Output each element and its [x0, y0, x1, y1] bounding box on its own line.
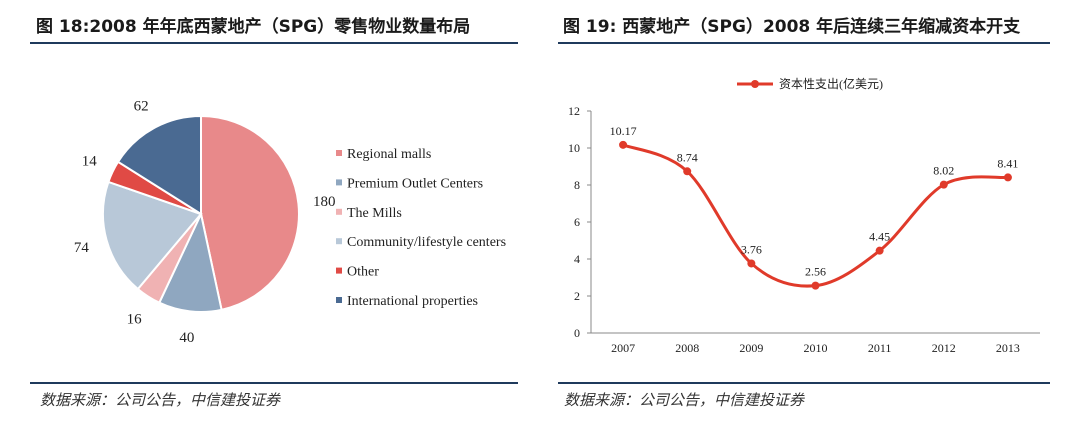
capex-data-label-2007: 10.17 — [610, 124, 637, 138]
pie-slice-1 — [200, 114, 300, 311]
top-divider-right — [558, 42, 1050, 44]
y-tick-label-6: 12 — [568, 104, 580, 118]
pie-data-label-5: 14 — [82, 153, 98, 169]
capex-data-label-2012: 8.02 — [933, 164, 954, 178]
x-tick-label-1: 2008 — [675, 341, 699, 355]
line-chart: 0 2 4 6 8 10 12 2007 2008 2009 2010 2011 2012 2013 10.… — [568, 76, 1040, 355]
capex-data-label-2011: 4.45 — [869, 230, 890, 244]
x-tick-label-3: 2010 — [804, 341, 828, 355]
pie-legend-swatch-2 — [336, 179, 342, 186]
capex-data-label-2008: 8.74 — [677, 150, 698, 164]
y-tick-label-0: 0 — [574, 326, 580, 340]
x-tick-label-2: 2009 — [739, 341, 763, 355]
pie-data-label-6: 62 — [134, 99, 149, 115]
capex-data-label-2013: 8.41 — [997, 156, 1018, 170]
pie-legend-label-4: Community/lifestyle centers — [347, 235, 506, 250]
capex-point-2010 — [811, 281, 820, 290]
pie-legend-label-1: Regional malls — [347, 147, 431, 162]
x-tick-label-5: 2012 — [932, 341, 956, 355]
bottom-divider-right — [558, 382, 1050, 384]
x-tick-label-0: 2007 — [611, 341, 635, 355]
x-tick-label-6: 2013 — [996, 341, 1020, 355]
capex-point-2008 — [683, 167, 692, 176]
capex-data-label-2010: 2.56 — [805, 265, 826, 279]
pie-data-label-1: 180 — [313, 194, 336, 210]
line-legend-label: 资本性支出(亿美元) — [779, 76, 883, 91]
pie-legend-swatch-1 — [336, 150, 342, 156]
capex-point-2009 — [747, 259, 756, 268]
pie-legend-swatch-3 — [336, 208, 342, 215]
pie-legend-swatch-4 — [336, 238, 342, 245]
bottom-divider-left — [30, 382, 518, 384]
pie-legend-label-5: Other — [347, 265, 379, 280]
x-tick-label-4: 2011 — [868, 341, 892, 355]
capex-point-2007 — [619, 140, 628, 149]
capex-point-2011 — [875, 246, 884, 255]
pie-data-label-2: 40 — [179, 330, 194, 346]
top-divider-left — [30, 42, 518, 44]
y-tick-label-4: 8 — [574, 178, 580, 192]
capex-point-2013 — [1003, 173, 1012, 182]
right-chart-title: 图 19: 西蒙地产（SPG）2008 年后连续三年缩减资本开支 — [563, 17, 1021, 37]
pie-legend-label-2: Premium Outlet Centers — [347, 176, 483, 191]
pie-slice-4 — [102, 180, 203, 291]
pie-slice-6 — [116, 114, 202, 216]
left-source-note: 数据来源：公司公告，中信建投证券 — [40, 391, 281, 409]
capex-data-label-2009: 3.76 — [741, 242, 762, 256]
line-legend-swatch-marker — [751, 80, 759, 88]
pie-data-label-4: 74 — [74, 240, 90, 256]
pie-data-label-3: 16 — [127, 311, 143, 327]
y-tick-label-2: 4 — [574, 252, 580, 266]
pie-legend-label-6: International properties — [347, 294, 478, 309]
right-source-note: 数据来源：公司公告，中信建投证券 — [564, 391, 805, 409]
capex-point-2012 — [939, 180, 948, 189]
y-tick-label-3: 6 — [574, 215, 580, 229]
pie-legend-label-3: The Mills — [347, 206, 402, 221]
y-tick-label-1: 2 — [574, 289, 580, 303]
y-tick-label-5: 10 — [568, 141, 580, 155]
pie-chart: 180 40 16 74 14 62 Regional malls Premium Outle… — [74, 99, 506, 347]
pie-legend-swatch-5 — [336, 267, 342, 274]
left-chart-title: 图 18:2008 年年底西蒙地产（SPG）零售物业数量布局 — [36, 17, 471, 37]
pie-legend-swatch-6 — [336, 297, 342, 303]
